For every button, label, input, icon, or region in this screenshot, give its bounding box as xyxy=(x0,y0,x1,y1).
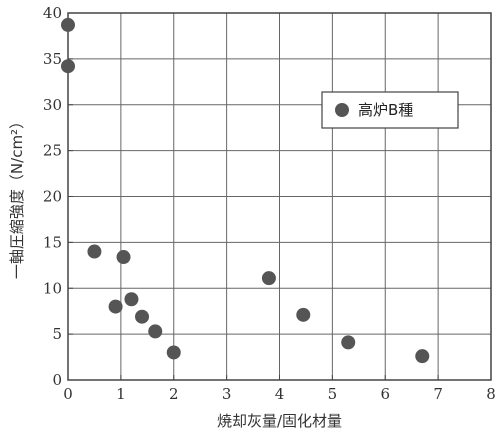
data-point xyxy=(296,307,311,322)
x-tick-label: 1 xyxy=(116,385,126,403)
x-tick-label: 7 xyxy=(433,385,443,403)
y-axis-title: 一軸圧縮強度（N/cm²） xyxy=(8,114,26,279)
y-axis-ticks: 0 5 10 15 20 25 30 35 40 xyxy=(43,4,73,389)
data-point xyxy=(124,292,139,307)
legend-marker xyxy=(335,103,349,117)
data-point xyxy=(166,345,181,360)
x-tick-label: 0 xyxy=(63,385,73,403)
data-point xyxy=(87,244,102,259)
y-tick-label: 10 xyxy=(43,279,62,297)
x-tick-label: 4 xyxy=(275,385,285,403)
y-tick-label: 15 xyxy=(43,233,62,251)
grid-lines xyxy=(67,12,492,381)
y-tick-label: 40 xyxy=(43,4,62,22)
data-point xyxy=(341,335,356,350)
y-tick-label: 25 xyxy=(43,142,62,160)
data-point xyxy=(61,17,75,32)
x-tick-label: 5 xyxy=(328,385,338,403)
x-axis-ticks: 0 1 2 3 4 5 6 7 8 xyxy=(63,375,496,403)
y-tick-label: 0 xyxy=(52,371,62,389)
data-point xyxy=(116,250,131,265)
y-tick-label: 20 xyxy=(43,188,62,206)
data-point xyxy=(135,309,150,324)
data-point xyxy=(261,271,276,286)
x-axis-title: 焼却灰量/固化材量 xyxy=(217,412,342,430)
x-tick-label: 3 xyxy=(222,385,232,403)
x-tick-label: 8 xyxy=(486,385,496,403)
legend: 高炉B種 xyxy=(321,91,459,129)
data-points xyxy=(61,17,430,364)
y-tick-label: 30 xyxy=(43,96,62,114)
data-point xyxy=(415,349,430,364)
x-tick-label: 6 xyxy=(380,385,390,403)
legend-label: 高炉B種 xyxy=(358,101,413,119)
data-point xyxy=(148,324,163,339)
y-tick-label: 5 xyxy=(52,325,62,343)
y-tick-label: 35 xyxy=(43,50,62,68)
data-point xyxy=(108,299,123,314)
x-tick-label: 2 xyxy=(169,385,179,403)
data-point xyxy=(61,59,75,74)
